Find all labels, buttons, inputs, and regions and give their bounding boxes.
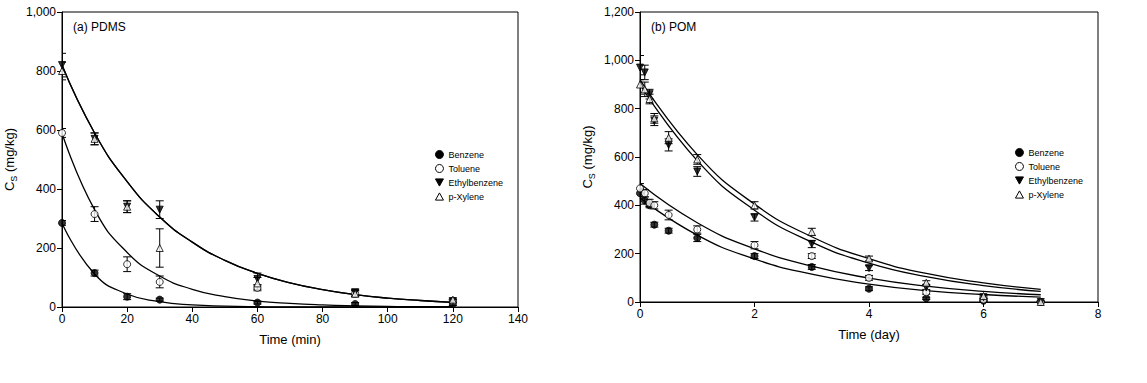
svg-text:(mg/kg): (mg/kg): [2, 128, 17, 176]
svg-text:1,000: 1,000: [26, 5, 56, 19]
svg-text:400: 400: [36, 182, 56, 196]
svg-text:4: 4: [866, 307, 873, 321]
svg-text:(b) POM: (b) POM: [651, 20, 696, 34]
svg-text:p-Xylene: p-Xylene: [1028, 190, 1064, 200]
svg-text:Benzene: Benzene: [1028, 148, 1064, 158]
svg-text:0: 0: [637, 307, 644, 321]
svg-text:600: 600: [614, 150, 634, 164]
svg-text:2: 2: [751, 307, 758, 321]
svg-text:C: C: [580, 179, 595, 188]
svg-text:1,000: 1,000: [604, 53, 634, 67]
svg-text:Time (min): Time (min): [259, 332, 321, 347]
svg-text:80: 80: [316, 312, 330, 326]
svg-text:Toluene: Toluene: [448, 164, 480, 174]
svg-text:Ethylbenzene: Ethylbenzene: [448, 178, 503, 188]
svg-text:100: 100: [378, 312, 398, 326]
svg-text:200: 200: [36, 241, 56, 255]
svg-text:p-Xylene: p-Xylene: [448, 192, 484, 202]
svg-text:Benzene: Benzene: [448, 150, 484, 160]
svg-text:(a) PDMS: (a) PDMS: [73, 20, 126, 34]
svg-text:S: S: [586, 173, 597, 180]
svg-text:800: 800: [36, 64, 56, 78]
svg-text:Toluene: Toluene: [1028, 162, 1060, 172]
svg-text:Time (day): Time (day): [838, 327, 900, 342]
svg-text:60: 60: [251, 312, 265, 326]
svg-text:(mg/kg): (mg/kg): [580, 125, 595, 173]
svg-text:600: 600: [36, 123, 56, 137]
svg-text:6: 6: [980, 307, 987, 321]
svg-text:C: C: [2, 182, 17, 191]
svg-text:800: 800: [614, 102, 634, 116]
svg-text:Ethylbenzene: Ethylbenzene: [1028, 176, 1083, 186]
svg-text:200: 200: [614, 247, 634, 261]
svg-text:8: 8: [1095, 307, 1102, 321]
svg-text:20: 20: [120, 312, 134, 326]
svg-text:0: 0: [49, 300, 56, 314]
svg-text:0: 0: [627, 295, 634, 309]
svg-text:140: 140: [508, 312, 528, 326]
svg-text:S: S: [8, 175, 19, 182]
svg-text:1,200: 1,200: [604, 5, 634, 19]
svg-text:120: 120: [443, 312, 463, 326]
svg-text:400: 400: [614, 198, 634, 212]
svg-text:40: 40: [186, 312, 200, 326]
svg-text:0: 0: [59, 312, 66, 326]
